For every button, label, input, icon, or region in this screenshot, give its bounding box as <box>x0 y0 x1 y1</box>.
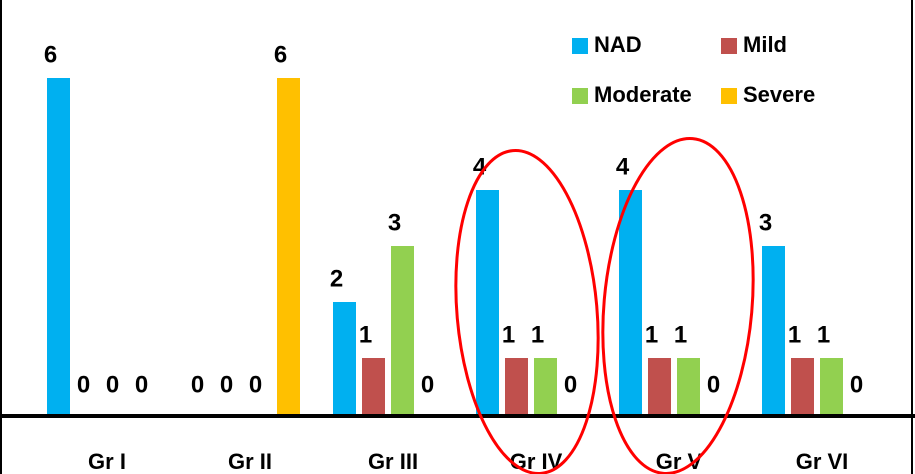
data-label: 4 <box>616 153 630 180</box>
data-label: 1 <box>359 321 372 348</box>
legend-label: Severe <box>743 82 815 107</box>
bar <box>505 358 528 414</box>
highlight-ellipse <box>454 149 600 474</box>
legend-label: NAD <box>594 32 642 57</box>
bar <box>820 358 843 414</box>
data-label: 2 <box>330 265 343 292</box>
bar <box>391 246 414 414</box>
data-label: 4 <box>473 153 487 180</box>
x-tick-label: Gr II <box>228 449 272 474</box>
bar <box>619 190 642 414</box>
legend-swatch <box>572 38 588 54</box>
bar <box>762 246 785 414</box>
bar <box>648 358 671 414</box>
data-label: 1 <box>788 321 801 348</box>
data-label: 1 <box>531 321 544 348</box>
bar <box>362 358 385 414</box>
data-label: 0 <box>106 371 119 398</box>
data-label: 0 <box>707 371 720 398</box>
legend-swatch <box>721 88 737 104</box>
data-label: 0 <box>77 371 90 398</box>
legend-label: Mild <box>743 32 787 57</box>
bar <box>791 358 814 414</box>
legend-label: Moderate <box>594 82 692 107</box>
bar <box>677 358 700 414</box>
data-label: 0 <box>249 371 262 398</box>
bar <box>333 302 356 414</box>
data-label: 0 <box>191 371 204 398</box>
bar <box>534 358 557 414</box>
data-label: 0 <box>850 371 863 398</box>
data-label: 0 <box>135 371 148 398</box>
bar <box>277 78 300 414</box>
data-label: 1 <box>645 321 658 348</box>
data-label: 0 <box>220 371 233 398</box>
bar <box>476 190 499 414</box>
legend-swatch <box>572 88 588 104</box>
data-label: 3 <box>759 209 772 236</box>
data-label: 0 <box>564 371 577 398</box>
legend-swatch <box>721 38 737 54</box>
data-label: 1 <box>502 321 515 348</box>
x-tick-label: Gr III <box>368 449 418 474</box>
data-label: 6 <box>44 41 57 68</box>
highlight-ellipse <box>601 137 755 474</box>
x-tick-label: Gr VI <box>796 449 849 474</box>
x-tick-label: Gr I <box>88 449 126 474</box>
data-label: 1 <box>817 321 830 348</box>
bar <box>47 78 70 414</box>
data-label: 3 <box>388 209 401 236</box>
data-label: 0 <box>421 371 434 398</box>
data-label: 6 <box>274 41 287 68</box>
data-label: 1 <box>674 321 687 348</box>
